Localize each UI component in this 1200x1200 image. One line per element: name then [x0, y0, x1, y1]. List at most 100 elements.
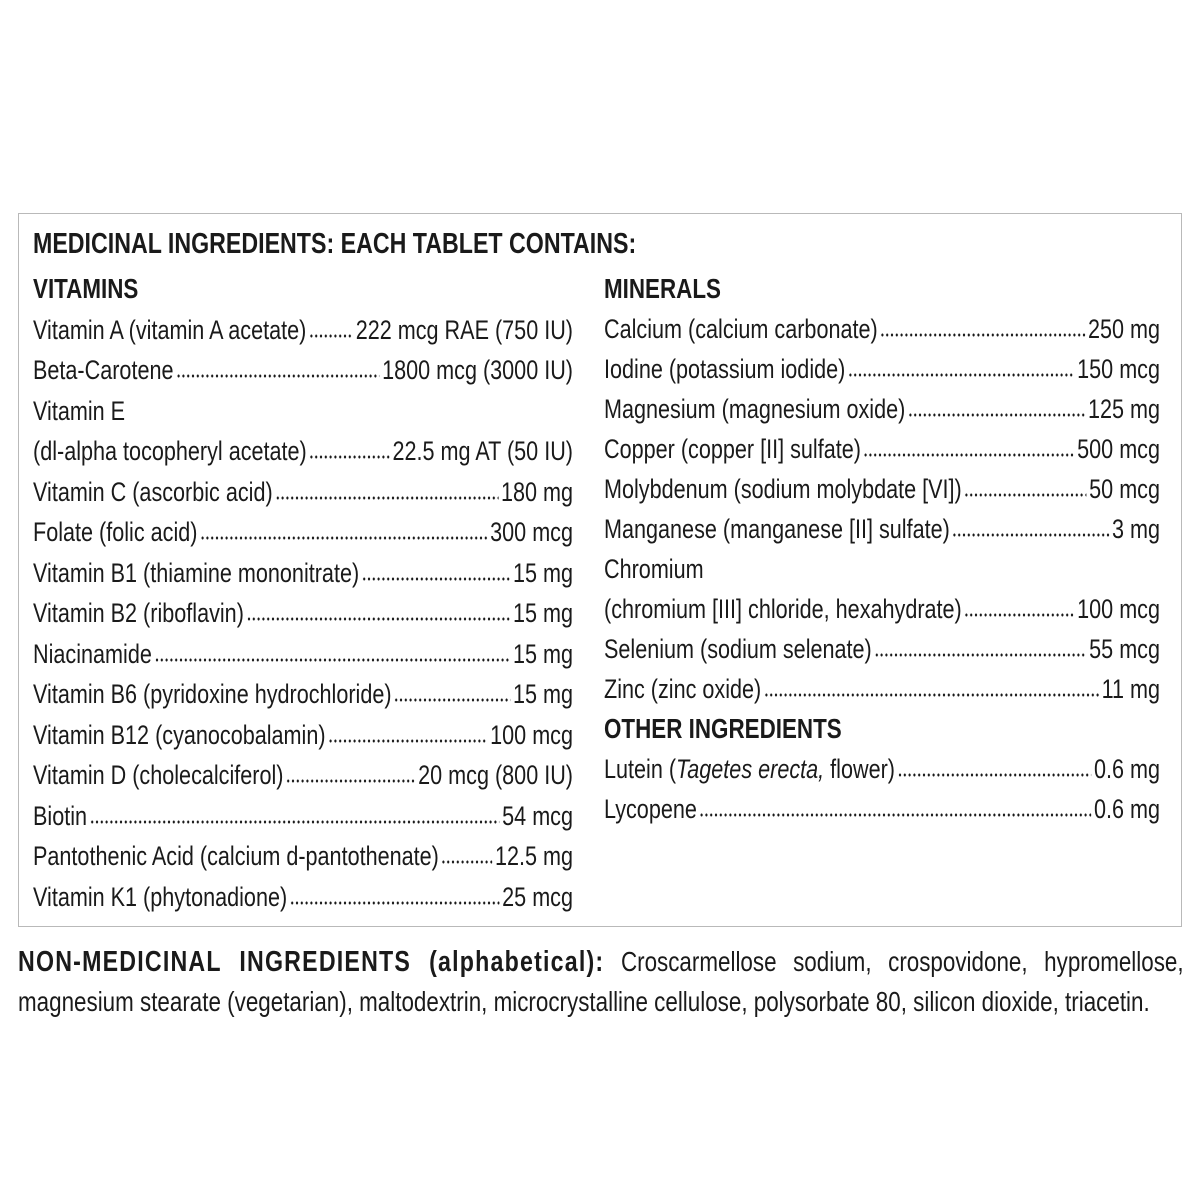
dot-leader	[154, 656, 511, 663]
ingredient-row: Vitamin D (cholecalciferol) 20 mcg (800 I…	[33, 755, 573, 796]
ingredient-row: (chromium [III] chloride, hexahydrate) 10…	[604, 589, 1160, 629]
ingredient-row: Niacinamide 15 mg	[33, 634, 573, 675]
ingredient-row: Beta-Carotene 1800 mcg (3000 IU)	[33, 350, 573, 391]
page-title: MEDICINAL INGREDIENTS: EACH TABLET CONTA…	[33, 228, 637, 260]
ingredient-name: Vitamin B2 (riboflavin)	[33, 598, 244, 628]
ingredient-name: Beta-Carotene	[33, 355, 174, 385]
dot-leader	[199, 535, 488, 541]
ingredient-name: Chromium	[604, 554, 704, 584]
dot-leader	[874, 652, 1087, 658]
ingredient-amount: 15 mg	[512, 679, 573, 709]
dot-leader	[327, 737, 488, 744]
minerals-heading: MINERALS	[604, 273, 721, 304]
dot-leader	[699, 812, 1092, 818]
ingredient-amount: 22.5 mg AT (50 IU)	[392, 436, 573, 466]
ingredient-amount: 15 mg	[512, 598, 573, 628]
ingredient-amount: 12.5 mg	[494, 841, 573, 871]
ingredient-amount: 300 mcg	[490, 517, 573, 547]
dot-leader	[361, 575, 511, 582]
dot-leader	[863, 452, 1075, 458]
ingredient-row: Manganese (manganese [II] sulfate) 3 mg	[604, 509, 1160, 549]
ingredient-amount: 125 mg	[1087, 394, 1160, 424]
ingredient-name: Lutein (Tagetes erecta, flower)	[604, 749, 895, 789]
minerals-column: MINERALS Calcium (calcium carbonate) 250 …	[604, 269, 1160, 829]
other-ingredients-heading: OTHER INGREDIENTS	[604, 713, 842, 744]
ingredient-row: Selenium (sodium selenate) 55 mcg	[604, 629, 1160, 669]
ingredient-name: Copper (copper [II] sulfate)	[604, 434, 861, 464]
vitamins-list: Vitamin A (vitamin A acetate) 222 mcg RAE…	[33, 310, 573, 918]
ingredient-name: Vitamin C (ascorbic acid)	[33, 476, 273, 507]
dot-leader	[275, 494, 499, 501]
ingredient-row: Vitamin A (vitamin A acetate) 222 mcg RAE…	[33, 310, 573, 351]
dot-leader	[309, 454, 391, 460]
ingredient-amount: 20 mcg (800 IU)	[418, 760, 573, 790]
ingredient-name: Vitamin B12 (cyanocobalamin)	[33, 719, 326, 750]
ingredient-name: Manganese (manganese [II] sulfate)	[604, 514, 950, 544]
ingredient-name: (chromium [III] chloride, hexahydrate)	[604, 594, 962, 624]
ingredient-name: Vitamin E	[33, 395, 126, 426]
ingredient-row: Vitamin C (ascorbic acid) 180 mg	[33, 472, 573, 513]
ingredient-name: Selenium (sodium selenate)	[604, 634, 872, 664]
ingredient-name: Biotin	[33, 800, 88, 831]
ingredient-amount: 54 mcg	[502, 800, 573, 831]
ingredient-name-part: Tagetes erecta,	[676, 754, 825, 784]
ingredient-row: Lycopene 0.6 mg	[604, 789, 1160, 829]
ingredient-name-part: Lutein (	[604, 754, 677, 784]
ingredient-amount: 100 mcg	[1077, 594, 1160, 624]
ingredients-box	[18, 213, 1182, 927]
ingredient-row: Copper (copper [II] sulfate) 500 mcg	[604, 429, 1160, 469]
ingredient-amount: 50 mcg	[1089, 474, 1160, 504]
dot-leader	[393, 697, 511, 703]
ingredient-amount: 100 mcg	[490, 719, 573, 750]
ingredient-row: Lutein (Tagetes erecta, flower) 0.6 mg	[604, 749, 1160, 789]
ingredient-row: Biotin 54 mcg	[33, 796, 573, 837]
ingredient-row: Vitamin E	[33, 391, 573, 432]
ingredient-name: Folate (folic acid)	[33, 517, 198, 547]
ingredient-amount: 250 mg	[1087, 314, 1160, 344]
dot-leader	[964, 612, 1075, 618]
dot-leader	[285, 778, 416, 784]
ingredient-amount: 25 mcg	[502, 881, 573, 912]
dot-leader	[897, 772, 1092, 778]
ingredient-name: Vitamin B6 (pyridoxine hydrochloride)	[33, 679, 392, 709]
ingredient-row: Vitamin B1 (thiamine mononitrate) 15 mg	[33, 553, 573, 594]
ingredient-row: (dl-alpha tocopheryl acetate) 22.5 mg AT …	[33, 431, 573, 472]
other-ingredients-list: Lutein (Tagetes erecta, flower) 0.6 mg Lyc…	[604, 749, 1160, 829]
ingredient-row: Vitamin K1 (phytonadione) 25 mcg	[33, 877, 573, 918]
dot-leader	[952, 532, 1110, 538]
vitamins-column: VITAMINS Vitamin A (vitamin A acetate) 22…	[33, 269, 573, 917]
vitamins-heading: VITAMINS	[33, 273, 139, 304]
ingredient-name: Niacinamide	[33, 638, 152, 669]
minerals-list: Calcium (calcium carbonate) 250 mg Iodine …	[604, 309, 1160, 709]
ingredient-name: Magnesium (magnesium oxide)	[604, 394, 906, 424]
ingredient-name: (dl-alpha tocopheryl acetate)	[33, 436, 307, 466]
ingredient-row: Chromium	[604, 549, 1160, 589]
ingredient-name: Lycopene	[604, 794, 697, 824]
ingredient-name: Molybdenum (sodium molybdate [VI])	[604, 474, 962, 504]
ingredient-name: Pantothenic Acid (calcium d-pantothenate…	[33, 841, 439, 871]
dot-leader	[880, 332, 1086, 338]
ingredient-row: Molybdenum (sodium molybdate [VI]) 50 mcg	[604, 469, 1160, 509]
ingredient-row: Magnesium (magnesium oxide) 125 mg	[604, 389, 1160, 429]
ingredient-row: Zinc (zinc oxide) 11 mg	[604, 669, 1160, 709]
ingredient-amount: 222 mcg RAE (750 IU)	[355, 314, 573, 345]
non-medicinal-text: Croscarmellose sodium, crospovidone, hyp…	[18, 946, 1184, 1017]
ingredient-row: Vitamin B6 (pyridoxine hydrochloride) 15 …	[33, 674, 573, 715]
ingredient-amount: 0.6 mg	[1093, 794, 1160, 824]
ingredient-amount: 1800 mcg (3000 IU)	[382, 355, 573, 385]
ingredient-amount: 15 mg	[512, 638, 573, 669]
non-medicinal-ingredients: NON-MEDICINAL INGREDIENTS (alphabetical)…	[18, 942, 1184, 1021]
ingredient-row: Vitamin B12 (cyanocobalamin) 100 mcg	[33, 715, 573, 756]
ingredient-name: Zinc (zinc oxide)	[604, 674, 762, 704]
ingredient-name-part: flower)	[824, 754, 895, 784]
ingredient-name: Vitamin A (vitamin A acetate)	[33, 314, 307, 345]
ingredient-amount: 150 mcg	[1077, 354, 1160, 384]
ingredient-name: Vitamin D (cholecalciferol)	[33, 760, 284, 790]
ingredient-amount: 55 mcg	[1089, 634, 1160, 664]
ingredient-name: Vitamin K1 (phytonadione)	[33, 881, 288, 912]
ingredient-amount: 15 mg	[512, 557, 573, 588]
dot-leader	[441, 859, 493, 865]
ingredient-row: Pantothenic Acid (calcium d-pantothenate…	[33, 836, 573, 877]
dot-leader	[289, 899, 500, 906]
dot-leader	[89, 818, 500, 825]
